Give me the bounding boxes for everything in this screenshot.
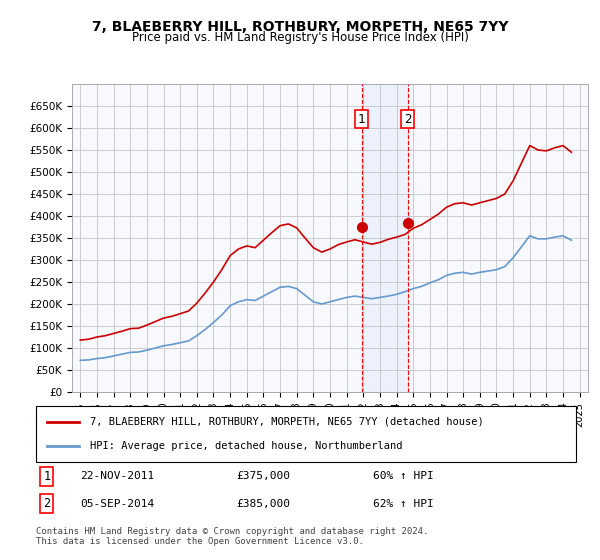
Text: Contains HM Land Registry data © Crown copyright and database right 2024.
This d: Contains HM Land Registry data © Crown c…: [36, 526, 428, 546]
Text: 1: 1: [43, 470, 50, 483]
Text: 05-SEP-2014: 05-SEP-2014: [80, 499, 154, 509]
Text: 1: 1: [358, 113, 365, 125]
Bar: [362, 84, 408, 392]
Text: Price paid vs. HM Land Registry's House Price Index (HPI): Price paid vs. HM Land Registry's House …: [131, 31, 469, 44]
Text: 7, BLAEBERRY HILL, ROTHBURY, MORPETH, NE65 7YY (detached house): 7, BLAEBERRY HILL, ROTHBURY, MORPETH, NE…: [90, 417, 484, 427]
Text: 22-NOV-2011: 22-NOV-2011: [80, 471, 154, 481]
Text: 62% ↑ HPI: 62% ↑ HPI: [373, 499, 434, 509]
Text: 60% ↑ HPI: 60% ↑ HPI: [373, 471, 434, 481]
Text: 7, BLAEBERRY HILL, ROTHBURY, MORPETH, NE65 7YY: 7, BLAEBERRY HILL, ROTHBURY, MORPETH, NE…: [92, 20, 508, 34]
Text: £375,000: £375,000: [236, 471, 290, 481]
Text: HPI: Average price, detached house, Northumberland: HPI: Average price, detached house, Nort…: [90, 441, 403, 451]
FancyBboxPatch shape: [36, 406, 576, 462]
Text: 2: 2: [43, 497, 50, 510]
Text: 2: 2: [404, 113, 412, 125]
Text: £385,000: £385,000: [236, 499, 290, 509]
